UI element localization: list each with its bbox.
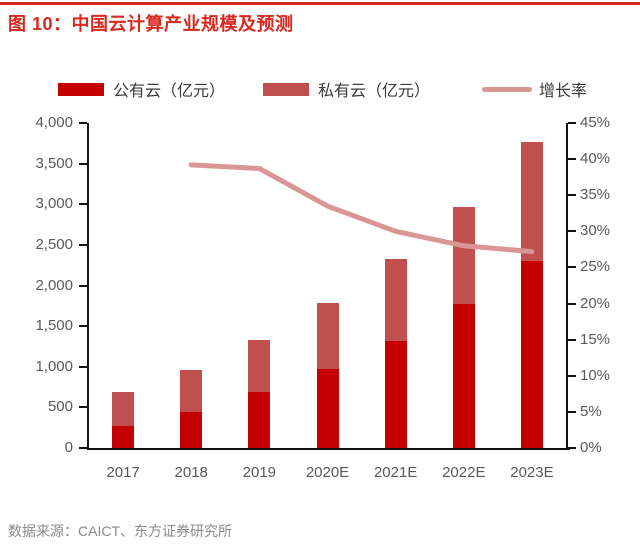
figure-title: 图 10：中国云计算产业规模及预测 [8, 14, 294, 34]
y-axis-tick-label: 3,000 [35, 195, 73, 213]
y-axis-line [87, 123, 89, 450]
x-axis-label-2019: 2019 [242, 464, 277, 481]
growth-rate-line-layer [188, 162, 535, 255]
y-axis-tick-label: 3,500 [35, 154, 73, 172]
legend-item-growth-rate: 增长率 [482, 78, 587, 100]
legend-label-public-cloud: 公有云（亿元） [113, 83, 226, 100]
right-axis-tick-label: 15% [580, 330, 611, 348]
bar-public-cloud-2017 [112, 426, 135, 448]
y-axis-tick-label: 2,500 [35, 235, 73, 253]
bar-public-cloud-2018 [180, 412, 203, 448]
bar-private-cloud-2022E [452, 206, 475, 305]
top-border-rule [0, 2, 640, 5]
bar-public-cloud-2021E [384, 340, 407, 448]
y-axis-tick [79, 325, 87, 328]
chart-legend: 公有云（亿元） 私有云（亿元） 增长率 [0, 78, 640, 100]
y-axis-tick [79, 284, 87, 287]
right-axis-tick-label: 40% [580, 150, 611, 168]
right-axis-tick-label: 25% [580, 258, 611, 276]
x-axis-line [87, 448, 570, 450]
right-axis-tick-label: 45% [580, 114, 611, 131]
legend-label-growth-rate: 增长率 [539, 83, 588, 100]
y-axis-tick [79, 406, 87, 409]
y-axis-tick [79, 122, 87, 124]
bar-private-cloud-2019 [248, 339, 271, 393]
right-axis-line [566, 123, 568, 450]
legend-swatch-private-cloud-icon [263, 82, 309, 96]
y-axis-tick [79, 365, 87, 368]
x-axis-label-2023E: 2023E [510, 464, 554, 481]
y-axis-tick-label: 2,000 [35, 276, 73, 294]
bar-private-cloud-2020E [316, 302, 339, 369]
y-axis-tick-label: 0 [64, 439, 73, 456]
bar-private-cloud-2018 [180, 369, 203, 413]
right-axis-tick [568, 230, 576, 233]
bar-public-cloud-2022E [452, 304, 475, 448]
bar-private-cloud-2021E [384, 258, 407, 341]
right-axis-tick [568, 374, 576, 377]
x-axis-label-2021E: 2021E [373, 464, 418, 481]
legend-swatch-growth-line-icon [482, 86, 532, 92]
y-axis-tick-label: 1,500 [35, 317, 73, 335]
right-axis-tick-label: 5% [580, 402, 602, 420]
legend-label-private-cloud: 私有云（亿元） [318, 83, 431, 100]
y-axis-tick [79, 203, 87, 206]
y-axis-tick [79, 162, 87, 165]
growth-rate-line [188, 162, 535, 255]
y-axis-tick [79, 447, 87, 449]
right-axis-tick [568, 194, 576, 197]
legend-item-public-cloud: 公有云（亿元） [58, 78, 225, 100]
right-axis-tick [568, 158, 576, 161]
bar-public-cloud-2023E [520, 261, 543, 448]
right-axis-tick-label: 20% [580, 294, 611, 312]
right-axis-tick-label: 35% [580, 186, 611, 204]
right-axis-tick [568, 410, 576, 413]
y-axis-tick-label: 1,000 [35, 357, 73, 375]
y-axis-tick-label: 500 [47, 398, 73, 416]
y-axis-tick [79, 243, 87, 246]
y-axis-tick-label: 4,000 [35, 114, 73, 131]
x-axis-label-2018: 2018 [174, 464, 208, 481]
right-axis-tick-label: 30% [580, 222, 611, 240]
source-note: 数据来源：CAICT、东方证券研究所 [8, 523, 232, 539]
right-axis-tick [568, 122, 576, 124]
right-axis-tick [568, 302, 576, 305]
x-axis-label-2017: 2017 [106, 464, 140, 481]
plot-area: 0 500 1,000 1,500 2,000 2,500 3,000 3,500 4,000 0… [35, 114, 610, 481]
right-axis-tick [568, 266, 576, 269]
x-axis-label-2022E: 2022E [442, 464, 486, 481]
right-axis-tick [568, 447, 576, 449]
x-axis-label-2020E: 2020E [305, 464, 350, 481]
bar-public-cloud-2020E [316, 368, 339, 448]
bar-public-cloud-2019 [248, 392, 271, 448]
bar-private-cloud-2017 [112, 391, 135, 427]
legend-item-private-cloud: 私有云（亿元） [263, 78, 430, 100]
legend-swatch-public-cloud-icon [58, 82, 104, 96]
right-axis-tick-label: 10% [580, 366, 611, 384]
right-axis-tick [568, 338, 576, 341]
right-axis-tick-label: 0% [580, 439, 602, 456]
bar-private-cloud-2023E [520, 141, 543, 262]
